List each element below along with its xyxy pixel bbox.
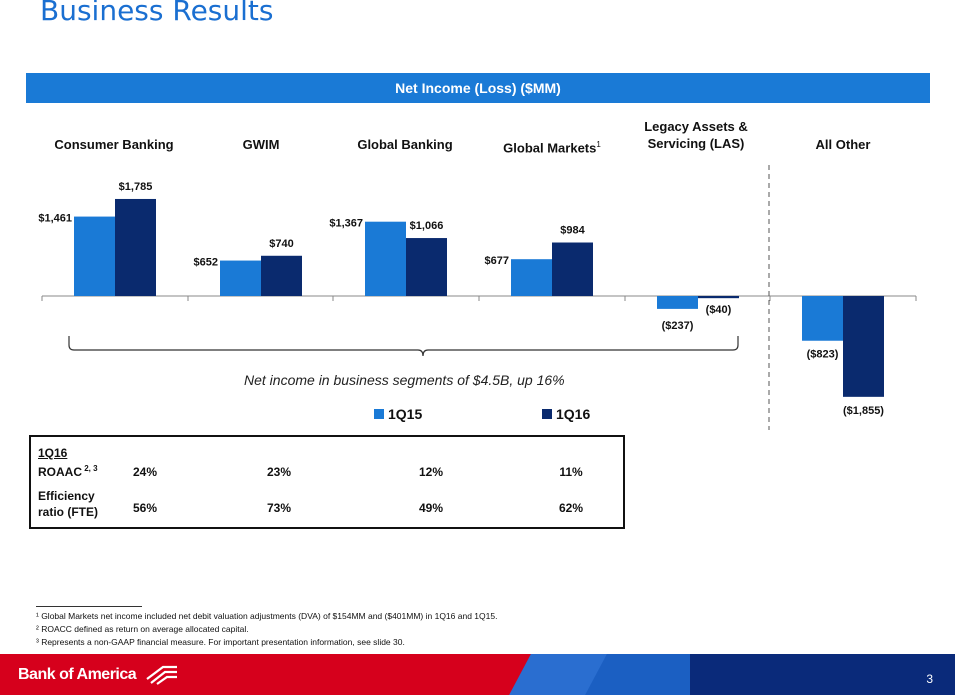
bar-1q15-1: [220, 260, 261, 296]
footnote-ref: 1: [596, 140, 601, 149]
chart-note: Net income in business segments of $4.5B…: [244, 372, 565, 388]
legend-label: 1Q15: [388, 406, 423, 422]
segment-header-global-banking: Global Banking: [357, 137, 453, 152]
bank-flag-logo-icon: [146, 665, 177, 685]
footnote-rule: [36, 606, 142, 607]
bar-1q16-4: [698, 296, 739, 299]
efficiency-label: Efficiency ratio (FTE): [38, 489, 98, 519]
bar-chart: $1,461 $652 $1,367 $677 ($237) ($823) $1,785 $7…: [38, 165, 917, 430]
bar-1q15-4: [657, 296, 698, 309]
data-label-1q16-0: $1,785: [119, 181, 153, 193]
data-label-1q16-5: ($1,855): [843, 405, 884, 417]
data-label-1q16-3: $984: [560, 225, 585, 237]
footer-bar: Bank of America 3: [0, 654, 955, 695]
efficiency-global-markets: 62%: [558, 501, 584, 515]
data-label-1q15-0: $1,461: [38, 213, 72, 225]
metrics-table: 1Q16 ROAAC 2, 3 Efficiency ratio (FTE) 24…: [29, 435, 625, 529]
bar-1q16-5: [843, 296, 884, 397]
bar-1q15-3: [511, 259, 552, 296]
data-label-1q16-4: ($40): [706, 304, 732, 316]
efficiency-global-banking: 49%: [418, 501, 444, 515]
efficiency-consumer-banking: 56%: [132, 501, 158, 515]
bar-1q16-0: [115, 198, 156, 296]
efficiency-gwim: 73%: [266, 501, 292, 515]
roaac-global-markets: 11%: [559, 465, 583, 479]
legend-swatch-1q16: [542, 409, 552, 419]
page-number: 3: [926, 672, 933, 686]
data-label-1q15-1: $652: [194, 257, 218, 269]
legend-label: 1Q16: [556, 406, 591, 422]
roaac-label: ROAAC 2, 3: [38, 464, 98, 479]
brand-name: Bank of America: [18, 666, 137, 683]
bar-1q16-3: [552, 242, 593, 296]
roaac-gwim: 23%: [266, 465, 292, 479]
legend-item-1q16: 1Q16: [542, 406, 590, 422]
segment-header-gwim: GWIM: [242, 137, 280, 152]
bar-1q15-0: [74, 216, 115, 296]
data-label-1q15-2: $1,367: [329, 218, 363, 230]
segment-header-las: Legacy Assets & Servicing (LAS): [644, 119, 748, 151]
bar-labels: $1,461 $652 $1,367 $677 ($237) ($823) $1,785 $7…: [38, 181, 884, 417]
legend-item-1q15: 1Q15: [374, 406, 422, 422]
bar-1q16-2: [406, 238, 447, 296]
roaac-global-banking: 12%: [418, 465, 444, 479]
data-label-1q16-1: $740: [269, 238, 293, 250]
footnote-1: ¹ Global Markets net income included net…: [36, 611, 498, 621]
bar-1q15-5: [802, 296, 843, 341]
footnote-2: ² ROACC defined as return on average all…: [36, 624, 249, 634]
segment-header-global-markets: Global Markets1: [503, 140, 601, 156]
segments-brace: [68, 336, 739, 357]
page-title: Business Results: [40, 0, 274, 27]
segment-header-consumer-banking: Consumer Banking: [54, 137, 174, 152]
roaac-consumer-banking: 24%: [132, 465, 158, 479]
bar-1q15-2: [365, 221, 406, 296]
bars: [74, 198, 884, 397]
segment-header-all-other: All Other: [815, 137, 871, 152]
axis-ticks: [41, 296, 917, 301]
data-label-1q15-3: $677: [485, 255, 509, 267]
chart-banner: Net Income (Loss) ($MM): [26, 73, 930, 103]
data-label-1q15-5: ($823): [807, 349, 839, 361]
legend-swatch-1q15: [374, 409, 384, 419]
data-label-1q16-2: $1,066: [410, 220, 444, 232]
footnote-3: ³ Represents a non-GAAP financial measur…: [36, 637, 405, 647]
bar-1q16-1: [261, 255, 302, 296]
data-label-1q15-4: ($237): [662, 320, 694, 332]
metrics-period: 1Q16: [38, 446, 68, 460]
